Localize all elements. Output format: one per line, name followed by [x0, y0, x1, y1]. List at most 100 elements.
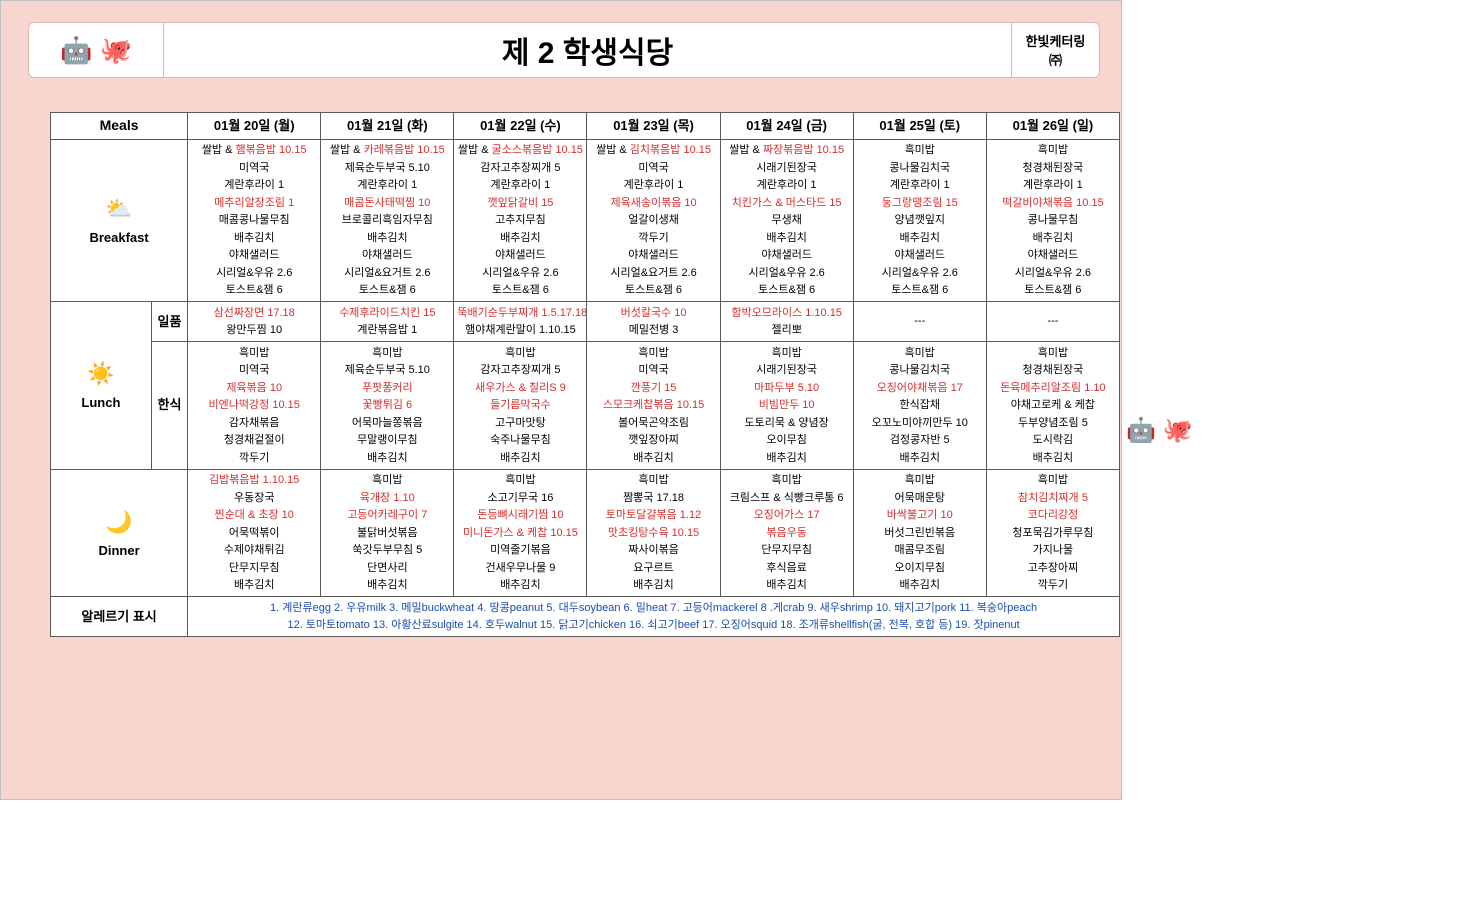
menu-cell: 흑미밥콩나물김치국오징어야채볶음 17한식잡채오꼬노미야끼만두 10검정콩자반 …	[853, 342, 986, 470]
menu-item: 짬뽕국 17.18	[590, 489, 716, 507]
menu-cell: 흑미밥짬뽕국 17.18토마토달걀볶음 1.12맛초킹탕수육 10.15짜사이볶…	[587, 469, 720, 597]
menu-item: 야채고로케 & 케찹	[990, 397, 1116, 415]
menu-item: 어묵매운탕	[857, 489, 983, 507]
menu-item: 오이지무침	[857, 559, 983, 577]
menu-item: 김밥볶음밥 1.10.15	[191, 472, 317, 490]
menu-item: 도시락김	[990, 432, 1116, 450]
menu-item: 배추김치	[990, 449, 1116, 467]
menu-item: 도토리묵 & 양념장	[724, 414, 850, 432]
menu-item: 쌀밥 & 김치볶음밥 10.15	[590, 142, 716, 160]
menu-item: 검정콩자반 5	[857, 432, 983, 450]
menu-item: 흑미밥	[324, 472, 450, 490]
menu-cell: 쌀밥 & 짜장볶음밥 10.15시래기된장국계란후라이 1치킨가스 & 머스타드…	[720, 139, 853, 302]
menu-item: 요구르트	[590, 559, 716, 577]
menu-item: 비빔만두 10	[724, 397, 850, 415]
menu-cell: 흑미밥제육순두부국 5.10푸팟퐁커리꽃빵튀김 6어묵마늘쫑볶음무말랭이무침배추…	[321, 342, 454, 470]
menu-item: 계란후라이 1	[191, 177, 317, 195]
menu-item: 오징어가스 17	[724, 507, 850, 525]
menu-item: 무말랭이무침	[324, 432, 450, 450]
menu-item: 메밀전병 3	[590, 322, 716, 340]
menu-item: 무생채	[724, 212, 850, 230]
menu-item: 흑미밥	[857, 472, 983, 490]
col-date-1: 01월 21일 (화)	[321, 113, 454, 140]
menu-item: 시래기된장국	[724, 159, 850, 177]
menu-item: 불닭버섯볶음	[324, 524, 450, 542]
menu-item: 햄야채계란말이 1.10.15	[457, 322, 583, 340]
menu-item: 왕만두찜 10	[191, 322, 317, 340]
menu-item: 시리얼&우유 2.6	[857, 264, 983, 282]
menu-item: 흑미밥	[590, 472, 716, 490]
menu-item: 숙주나물무침	[457, 432, 583, 450]
menu-item: 시리얼&우유 2.6	[191, 264, 317, 282]
menu-item: 흑미밥	[590, 344, 716, 362]
menu-item: 건새우무나물 9	[457, 559, 583, 577]
menu-cell: 흑미밥참치김치찌개 5코다리강정청포묵김가루무침가지나물고추장아찌깍두기	[986, 469, 1119, 597]
menu-item: 제육새송이볶음 10	[590, 194, 716, 212]
menu-item: 바싹불고기 10	[857, 507, 983, 525]
menu-item: 계란후라이 1	[990, 177, 1116, 195]
menu-cell: 흑미밥크림스프 & 식빵크루통 6오징어가스 17볶음우동단무지무침후식음료배추…	[720, 469, 853, 597]
menu-item: 배추김치	[857, 577, 983, 595]
col-date-6: 01월 26일 (일)	[986, 113, 1119, 140]
menu-item: 볼어묵곤약조림	[590, 414, 716, 432]
menu-item: 미역줄기볶음	[457, 542, 583, 560]
menu-item: 감자고추장찌개 5	[457, 159, 583, 177]
menu-item: 깐풍기 15	[590, 379, 716, 397]
menu-cell: 쌀밥 & 카레볶음밥 10.15제육순두부국 5.10계란후라이 1매콤돈사태떡…	[321, 139, 454, 302]
menu-item: 야채샐러드	[857, 247, 983, 265]
menu-item: 시리얼&우유 2.6	[724, 264, 850, 282]
menu-item: 맛초킹탕수육 10.15	[590, 524, 716, 542]
sun-icon: ☀️	[87, 357, 114, 391]
menu-item: 볶음우동	[724, 524, 850, 542]
menu-item: 얼갈이생채	[590, 212, 716, 230]
brand-sub: ㈜	[1012, 50, 1099, 69]
menu-cell: 흑미밥미역국깐풍기 15스모크케찹볶음 10.15볼어묵곤약조림깻잎장아찌배추김…	[587, 342, 720, 470]
menu-item: 둥그랑땡조림 15	[857, 194, 983, 212]
menu-item: 새우가스 & 칠리S 9	[457, 379, 583, 397]
menu-item: 오이무침	[724, 432, 850, 450]
menu-item: 흑미밥	[857, 344, 983, 362]
menu-item: 참치김치찌개 5	[990, 489, 1116, 507]
menu-item: 시리얼&우유 2.6	[990, 264, 1116, 282]
menu-item: 흑미밥	[457, 472, 583, 490]
menu-item: 돈등뼈시래기찜 10	[457, 507, 583, 525]
menu-item: 미역국	[191, 362, 317, 380]
allergy-label: 알레르기 표시	[51, 597, 188, 637]
sun-cloud-icon: ⛅	[105, 192, 132, 226]
menu-item: 야채샐러드	[324, 247, 450, 265]
menu-item: 흑미밥	[457, 344, 583, 362]
menu-cell: 흑미밥어묵매운탕바싹불고기 10버섯그린빈볶음매콤무조림오이지무침배추김치	[853, 469, 986, 597]
page-title: 제 2 학생식당	[164, 28, 1011, 72]
menu-cell: 흑미밥시래기된장국마파두부 5.10비빔만두 10도토리묵 & 양념장오이무침배…	[720, 342, 853, 470]
menu-item: 야채샐러드	[590, 247, 716, 265]
menu-item: 후식음료	[724, 559, 850, 577]
menu-cell: 김밥볶음밥 1.10.15우동장국찐순대 & 초장 10어묵떡볶이수제야채튀김단…	[188, 469, 321, 597]
menu-item: 흑미밥	[857, 142, 983, 160]
menu-item: 배추김치	[324, 449, 450, 467]
menu-item: 흑미밥	[724, 344, 850, 362]
menu-item: 청포묵김가루무침	[990, 524, 1116, 542]
menu-item: 깻잎닭갈비 15	[457, 194, 583, 212]
allergy-text: 1. 계란류egg 2. 우유milk 3. 메밀buckwheat 4. 땅콩…	[188, 597, 1120, 637]
menu-item: 가지나물	[990, 542, 1116, 560]
menu-item: 크림스프 & 식빵크루통 6	[724, 489, 850, 507]
menu-item: 야채샐러드	[990, 247, 1116, 265]
col-date-3: 01월 23일 (목)	[587, 113, 720, 140]
menu-item: 계란후라이 1	[324, 177, 450, 195]
menu-item: 깍두기	[990, 577, 1116, 595]
menu-item: 배추김치	[724, 449, 850, 467]
menu-item: 어묵마늘쫑볶음	[324, 414, 450, 432]
menu-item: 배추김치	[724, 577, 850, 595]
menu-item: 미니돈가스 & 케찹 10.15	[457, 524, 583, 542]
header: 🤖 🐙 제 2 학생식당 한빛케터링 ㈜	[28, 22, 1100, 78]
menu-item: 토스트&잼 6	[191, 282, 317, 300]
menu-item: 깍두기	[590, 229, 716, 247]
menu-item: 양념깻잎지	[857, 212, 983, 230]
menu-item: 단무지무침	[191, 559, 317, 577]
mascot-icon: 🤖 🐙	[1126, 416, 1192, 445]
menu-item: 쌀밥 & 카레볶음밥 10.15	[324, 142, 450, 160]
menu-item: 시래기된장국	[724, 362, 850, 380]
menu-item: 우동장국	[191, 489, 317, 507]
menu-item: 스모크케찹볶음 10.15	[590, 397, 716, 415]
menu-item: 매콤돈사태떡찜 10	[324, 194, 450, 212]
